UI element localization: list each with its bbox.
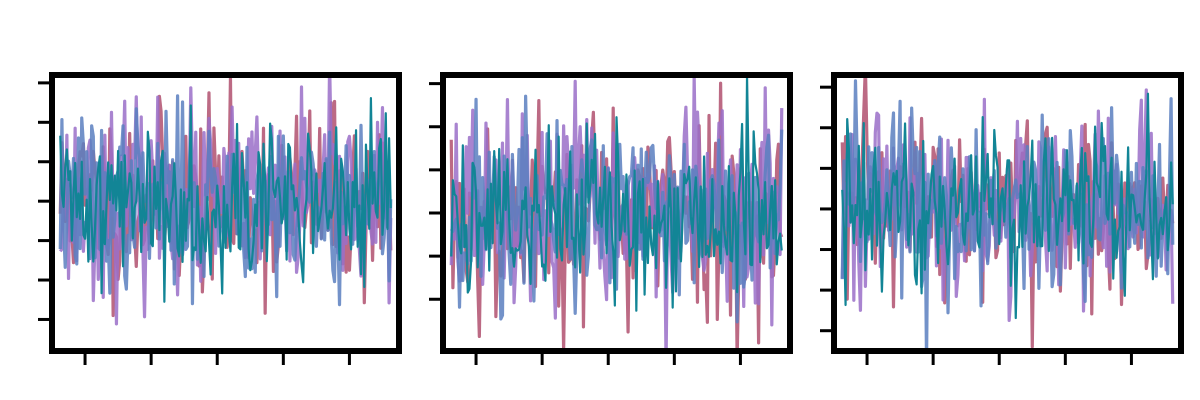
- series-group: [840, 75, 1175, 351]
- axes-frame: [831, 72, 1184, 354]
- series-line-4: [450, 75, 783, 312]
- subplot-3: [820, 72, 1184, 365]
- axes-frame: [49, 72, 402, 354]
- series-group: [449, 75, 784, 351]
- subplot-2: [429, 72, 793, 365]
- panels: [38, 72, 1184, 365]
- series-group: [58, 75, 393, 326]
- axes-frame: [440, 72, 793, 354]
- series-line-4: [841, 92, 1174, 320]
- series-line-4: [59, 97, 392, 303]
- subplot-1: [38, 72, 402, 365]
